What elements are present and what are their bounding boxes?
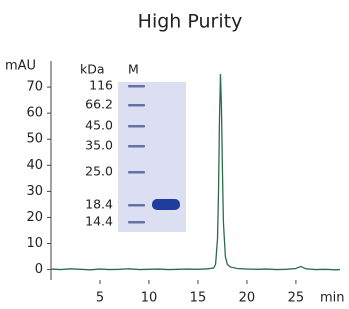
- gel-inset: kDa M 116 66.2 45.0 35.0 25.0 18.4 14.4: [80, 62, 186, 233]
- gel-unit-label: kDa: [80, 62, 105, 77]
- y-tick-label: 0: [35, 262, 43, 277]
- gel-band: [128, 204, 145, 207]
- x-tick-label: 15: [190, 291, 207, 306]
- y-tick-label: 50: [26, 132, 43, 147]
- x-tick-label: 5: [96, 291, 104, 306]
- gel-band: [128, 125, 145, 128]
- gel-marker-label: 35.0: [85, 138, 113, 153]
- gel-marker-label: 45.0: [85, 118, 113, 133]
- chart-title: High Purity: [138, 11, 243, 33]
- sample-band: [152, 199, 180, 210]
- chart: High Purity mAU min kDa M 116 66.2 45.0 …: [0, 0, 349, 309]
- y-axis-label: mAU: [5, 59, 36, 74]
- y-tick-label: 10: [26, 236, 43, 251]
- gel-lane-label: M: [128, 62, 139, 77]
- y-tick-label: 20: [26, 210, 43, 225]
- x-axis-label: min: [320, 291, 345, 306]
- gel-band: [128, 171, 145, 174]
- x-tick-label: 10: [141, 291, 158, 306]
- y-tick-label: 70: [26, 80, 43, 95]
- gel-marker-label: 14.4: [85, 214, 113, 229]
- x-tick-label: 25: [288, 291, 305, 306]
- x-tick-label: 20: [239, 291, 256, 306]
- y-tick-label: 30: [26, 184, 43, 199]
- gel-band: [128, 221, 145, 224]
- gel-marker-label: 66.2: [85, 97, 113, 112]
- gel-marker-label: 116: [89, 78, 113, 93]
- y-tick-label: 40: [26, 158, 43, 173]
- gel-band: [128, 104, 145, 107]
- gel-band: [128, 85, 145, 88]
- gel-marker-label: 18.4: [85, 197, 113, 212]
- y-tick-label: 60: [26, 106, 43, 121]
- gel-band: [128, 145, 145, 148]
- gel-marker-label: 25.0: [85, 164, 113, 179]
